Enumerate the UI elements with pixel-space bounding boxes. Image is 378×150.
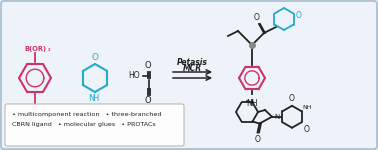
Text: ₂: ₂ (48, 47, 51, 52)
Text: HO: HO (129, 72, 140, 81)
Text: B(OR): B(OR) (24, 46, 46, 52)
Text: O: O (254, 13, 260, 22)
Text: O: O (296, 12, 302, 21)
FancyBboxPatch shape (5, 104, 184, 146)
Text: O: O (145, 96, 151, 105)
Text: O: O (304, 125, 310, 134)
Text: O: O (289, 94, 295, 103)
Text: R: R (32, 104, 38, 113)
Text: Petasis: Petasis (177, 58, 208, 67)
Text: • multicomponent reaction   • three-branched: • multicomponent reaction • three-branch… (12, 112, 161, 117)
Text: N: N (88, 94, 94, 103)
Text: O: O (254, 135, 260, 144)
Text: CBRN ligand   • molecular glues   • PROTACs: CBRN ligand • molecular glues • PROTACs (12, 122, 156, 127)
Text: MCR: MCR (183, 64, 202, 73)
Text: H: H (92, 94, 98, 103)
Text: NH: NH (246, 99, 258, 108)
Text: N: N (274, 114, 279, 120)
Text: O: O (91, 53, 99, 62)
Text: NH: NH (302, 105, 312, 110)
Text: O: O (145, 61, 151, 70)
